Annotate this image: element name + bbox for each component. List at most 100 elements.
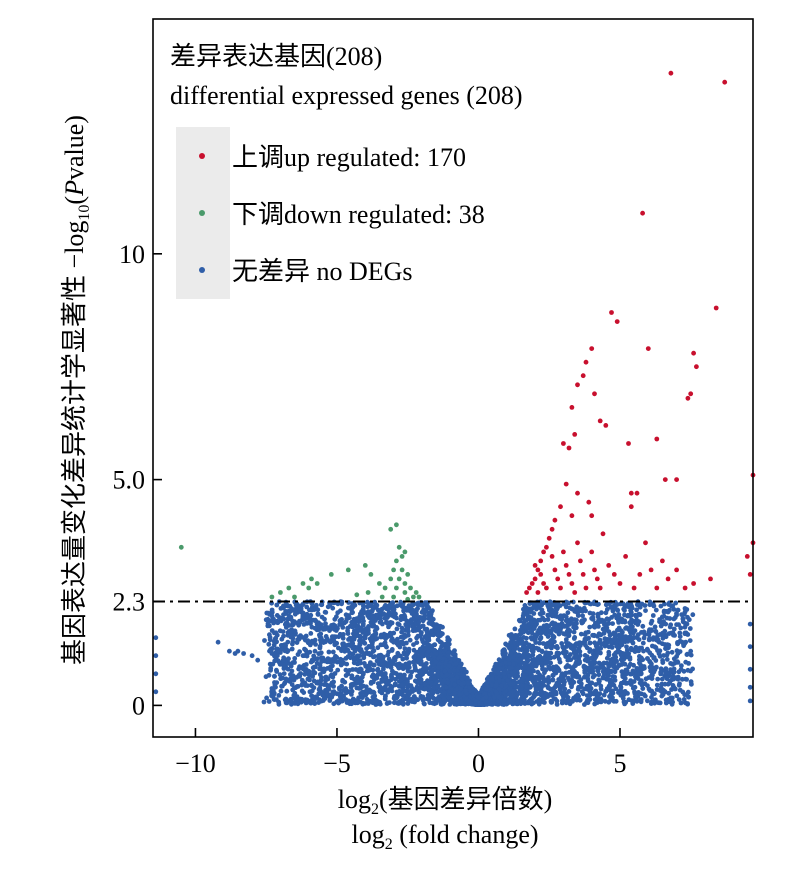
point-no-deg (307, 649, 313, 655)
point-no-deg (682, 700, 688, 706)
point-no-deg (664, 657, 670, 662)
point-no-deg (608, 697, 614, 703)
point-no-deg (292, 632, 298, 637)
point-no-deg (578, 681, 584, 687)
point-no-deg (340, 635, 346, 641)
point-no-deg (654, 687, 660, 692)
point-no-deg (530, 652, 536, 658)
point-no-deg (634, 698, 640, 704)
point-no-deg (615, 607, 620, 613)
point-no-deg (414, 650, 419, 656)
point-no-deg (636, 637, 642, 642)
point-no-deg (415, 657, 421, 663)
point-no-deg (364, 646, 369, 651)
point-no-deg (669, 649, 675, 655)
point-no-deg (444, 672, 449, 678)
point-no-deg (407, 637, 413, 643)
point-no-deg (429, 667, 435, 673)
point-no-deg (395, 636, 400, 642)
point-no-deg (614, 643, 619, 649)
point-no-deg (648, 620, 654, 626)
point-no-deg (653, 629, 659, 634)
point-no-deg (594, 649, 600, 655)
point-no-deg (340, 678, 345, 684)
point-no-deg (540, 674, 546, 680)
point-no-deg (335, 601, 341, 607)
point-no-deg (684, 652, 690, 657)
point-no-deg (542, 630, 547, 635)
point-no-deg (563, 637, 569, 642)
point-no-deg (647, 664, 653, 670)
point-no-deg (687, 626, 693, 631)
point-no-deg (330, 692, 336, 697)
point-no-deg (360, 689, 365, 695)
point-no-deg (307, 616, 313, 621)
point-no-deg (416, 627, 422, 633)
point-no-deg (550, 672, 556, 678)
point-no-deg (634, 607, 639, 613)
point-no-deg (622, 701, 627, 707)
point-no-deg (369, 635, 375, 641)
point-no-deg (685, 689, 691, 695)
point-no-deg (418, 669, 424, 675)
point-no-deg (392, 670, 397, 676)
point-no-deg (532, 602, 538, 608)
point-no-deg (643, 676, 649, 682)
point-no-deg (511, 681, 516, 687)
point-no-deg (394, 626, 400, 632)
point-no-deg (547, 599, 553, 605)
point-no-deg (424, 661, 429, 666)
point-no-deg (305, 676, 311, 682)
point-no-deg (642, 693, 648, 699)
point-no-deg (357, 633, 363, 639)
point-no-deg (570, 666, 576, 672)
point-no-deg (291, 693, 297, 698)
point-no-deg (606, 652, 612, 658)
point-no-deg (590, 615, 596, 620)
point-no-deg (358, 660, 363, 666)
point-no-deg (348, 655, 353, 661)
point-no-deg (377, 688, 383, 694)
point-no-deg (382, 672, 388, 677)
point-no-deg (531, 668, 536, 674)
point-no-deg (517, 647, 522, 652)
point-no-deg (375, 645, 381, 651)
point-no-deg (300, 680, 306, 686)
point-no-deg (377, 654, 383, 660)
point-no-deg (385, 700, 391, 706)
point-no-deg (679, 612, 684, 617)
point-no-deg (351, 676, 357, 682)
point-no-deg (493, 661, 499, 667)
point-no-deg (264, 695, 269, 701)
point-no-deg (620, 696, 626, 701)
point-no-deg (265, 621, 271, 627)
point-no-deg (347, 605, 353, 611)
point-no-deg (416, 619, 422, 625)
point-no-deg (563, 604, 569, 610)
point-no-deg (639, 645, 644, 651)
point-no-deg (610, 621, 615, 626)
point-no-deg (416, 689, 422, 695)
point-no-deg (659, 681, 665, 687)
point-no-deg (414, 635, 419, 641)
point-no-deg (655, 637, 661, 642)
point-no-deg (300, 601, 306, 607)
point-no-deg (428, 629, 434, 635)
point-no-deg (372, 654, 378, 659)
point-no-deg (303, 697, 308, 703)
point-no-deg (542, 617, 547, 623)
point-no-deg (405, 668, 411, 674)
point-no-deg (663, 621, 669, 627)
point-no-deg (327, 698, 333, 703)
point-no-deg (547, 605, 553, 610)
point-no-deg (551, 668, 557, 674)
point-no-deg (620, 601, 626, 607)
point-no-deg (296, 603, 302, 609)
point-no-deg (589, 669, 595, 675)
point-no-deg (561, 647, 567, 653)
point-no-deg (274, 669, 280, 674)
point-no-deg (445, 635, 451, 640)
point-no-deg (596, 640, 602, 646)
point-no-deg (363, 626, 369, 632)
point-no-deg (360, 695, 365, 700)
